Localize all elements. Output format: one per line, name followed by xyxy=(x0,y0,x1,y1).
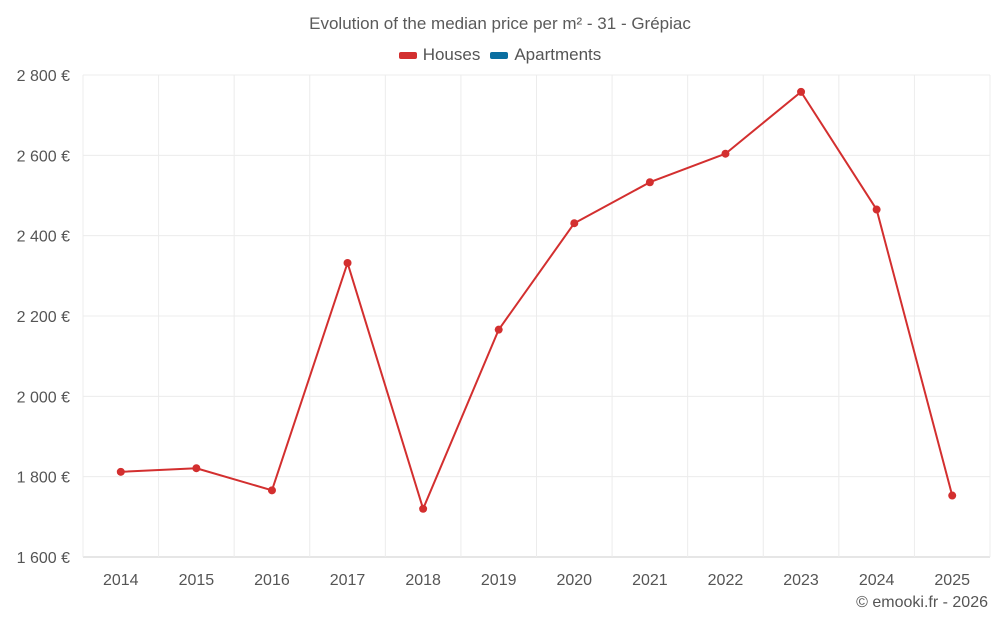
x-tick-label: 2024 xyxy=(859,572,895,589)
houses-point xyxy=(721,149,730,158)
x-tick-label: 2021 xyxy=(632,572,668,589)
legend-label-houses: Houses xyxy=(422,45,481,64)
credit-text: © emooki.fr - 2026 xyxy=(856,594,988,611)
y-tick-label: 1 600 € xyxy=(17,550,70,567)
houses-point xyxy=(494,325,503,334)
legend-item-apartments[interactable]: Apartments xyxy=(490,45,601,65)
houses-point xyxy=(192,464,201,473)
y-axis-ticks: 1 600 € 1 800 € 2 000 € 2 200 € 2 400 € 2 600… xyxy=(17,68,70,567)
series-houses xyxy=(116,87,957,513)
houses-point xyxy=(797,87,806,96)
x-tick-label: 2014 xyxy=(103,572,139,589)
houses-point xyxy=(343,258,352,267)
chart-legend: Houses Apartments xyxy=(0,45,1000,65)
legend-label-apartments: Apartments xyxy=(514,45,602,64)
y-tick-label: 2 200 € xyxy=(17,309,70,326)
houses-point xyxy=(116,467,125,476)
legend-swatch-apartments xyxy=(490,51,509,59)
houses-point xyxy=(872,205,881,214)
houses-point xyxy=(570,219,579,228)
legend-swatch-houses xyxy=(398,51,417,59)
x-tick-label: 2016 xyxy=(254,572,290,589)
x-tick-label: 2017 xyxy=(330,572,366,589)
houses-point xyxy=(419,504,428,513)
houses-point xyxy=(645,178,654,187)
x-tick-label: 2018 xyxy=(405,572,441,589)
x-tick-label: 2019 xyxy=(481,572,517,589)
houses-line xyxy=(120,90,954,510)
x-tick-label: 2023 xyxy=(783,572,819,589)
houses-point xyxy=(948,491,957,500)
legend-item-houses[interactable]: Houses xyxy=(398,45,481,65)
grid-lines xyxy=(82,74,991,558)
y-tick-label: 2 000 € xyxy=(17,389,70,406)
x-tick-label: 2020 xyxy=(556,572,592,589)
y-tick-label: 2 800 € xyxy=(17,68,70,85)
houses-point xyxy=(267,486,276,495)
x-axis-ticks: 2014 2015 2016 2017 2018 2019 2020 2021 2022 2023… xyxy=(103,572,970,589)
y-tick-label: 2 400 € xyxy=(17,229,70,246)
x-tick-label: 2025 xyxy=(934,572,970,589)
chart-title: Evolution of the median price per m² - 3… xyxy=(309,14,691,33)
y-tick-label: 2 600 € xyxy=(17,148,70,165)
y-tick-label: 1 800 € xyxy=(17,470,70,487)
x-tick-label: 2015 xyxy=(179,572,215,589)
x-tick-label: 2022 xyxy=(708,572,744,589)
